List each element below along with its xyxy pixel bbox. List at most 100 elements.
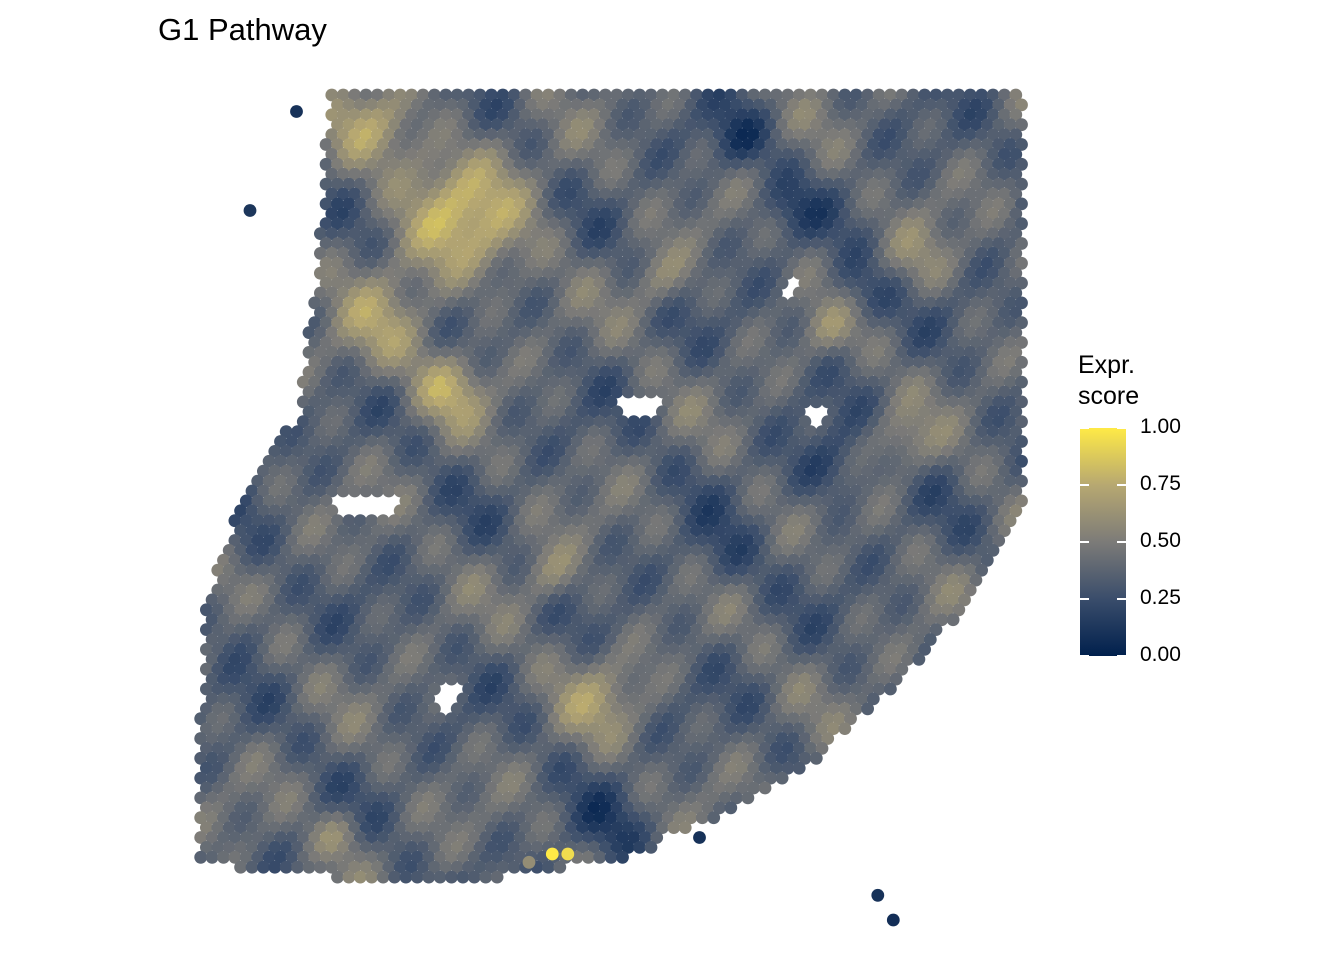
spot (336, 148, 350, 161)
spot (217, 573, 230, 587)
spot (331, 712, 344, 726)
spot (673, 256, 686, 270)
spot (479, 435, 493, 448)
spot (587, 266, 601, 280)
spot (644, 365, 658, 379)
spot (279, 702, 293, 716)
spot (547, 415, 561, 429)
spot (792, 761, 806, 775)
spot (593, 98, 607, 112)
spot (450, 524, 464, 537)
spot (918, 544, 931, 557)
spot (718, 692, 732, 706)
spot (906, 187, 920, 201)
spot (1009, 326, 1023, 339)
spot (285, 593, 299, 607)
spot (861, 167, 874, 181)
spot (245, 563, 259, 577)
spot (758, 445, 772, 458)
spot (690, 603, 703, 617)
spot (764, 771, 778, 785)
spot (713, 801, 726, 815)
spot (804, 563, 817, 577)
spot (650, 217, 664, 231)
spot (832, 633, 846, 646)
spot (467, 217, 481, 231)
spot (775, 296, 789, 310)
spot (502, 494, 515, 508)
spot (507, 128, 521, 142)
spot (274, 672, 287, 686)
spot (616, 197, 629, 211)
spot (792, 603, 806, 617)
spot (251, 553, 265, 567)
spot (485, 286, 498, 300)
spot (433, 791, 447, 805)
spot (342, 652, 356, 666)
spot (542, 405, 555, 419)
spot (724, 88, 738, 102)
spot (724, 603, 738, 617)
spot (279, 544, 293, 557)
spot (958, 296, 971, 310)
spot (724, 504, 738, 518)
spot (718, 494, 732, 508)
spot (257, 801, 270, 815)
spot (279, 682, 293, 696)
spot (838, 346, 852, 359)
spot (918, 128, 931, 142)
spot (422, 237, 436, 250)
spot (445, 375, 458, 389)
spot (775, 732, 789, 745)
spot (553, 662, 567, 676)
spot (878, 316, 892, 330)
spot (912, 118, 926, 132)
spot (456, 771, 470, 785)
spot (257, 742, 270, 755)
spot (758, 524, 772, 537)
spot (952, 306, 966, 320)
spot (764, 652, 778, 666)
spot (923, 494, 937, 508)
spot (507, 801, 521, 815)
spot (593, 692, 607, 706)
spot (262, 593, 276, 607)
spot (587, 544, 601, 557)
spot (456, 652, 470, 666)
spot (587, 603, 601, 617)
spot (581, 375, 595, 389)
spot (764, 534, 778, 547)
spot (325, 365, 339, 379)
spot (667, 761, 681, 775)
spot (542, 484, 555, 498)
spot (570, 573, 584, 587)
spot (547, 791, 561, 805)
spot (678, 583, 692, 597)
spot (291, 425, 304, 438)
spot (507, 821, 521, 834)
spot (496, 722, 510, 735)
spot (741, 712, 755, 726)
spot (359, 841, 373, 854)
spot (428, 128, 441, 142)
spot (787, 573, 800, 587)
spot (365, 514, 379, 528)
spot (564, 662, 578, 676)
spot (735, 464, 749, 478)
spot (428, 504, 441, 518)
spot (866, 652, 880, 666)
spot (530, 247, 544, 260)
spot (559, 613, 572, 627)
spot (849, 128, 863, 142)
spot (656, 207, 669, 221)
spot (747, 544, 760, 557)
spot (371, 841, 384, 854)
spot (644, 722, 658, 735)
spot (570, 316, 584, 330)
spot (422, 435, 436, 448)
spot (838, 148, 852, 161)
spot (331, 355, 344, 369)
spot (872, 207, 886, 221)
spot (422, 870, 436, 884)
spot (770, 445, 783, 458)
